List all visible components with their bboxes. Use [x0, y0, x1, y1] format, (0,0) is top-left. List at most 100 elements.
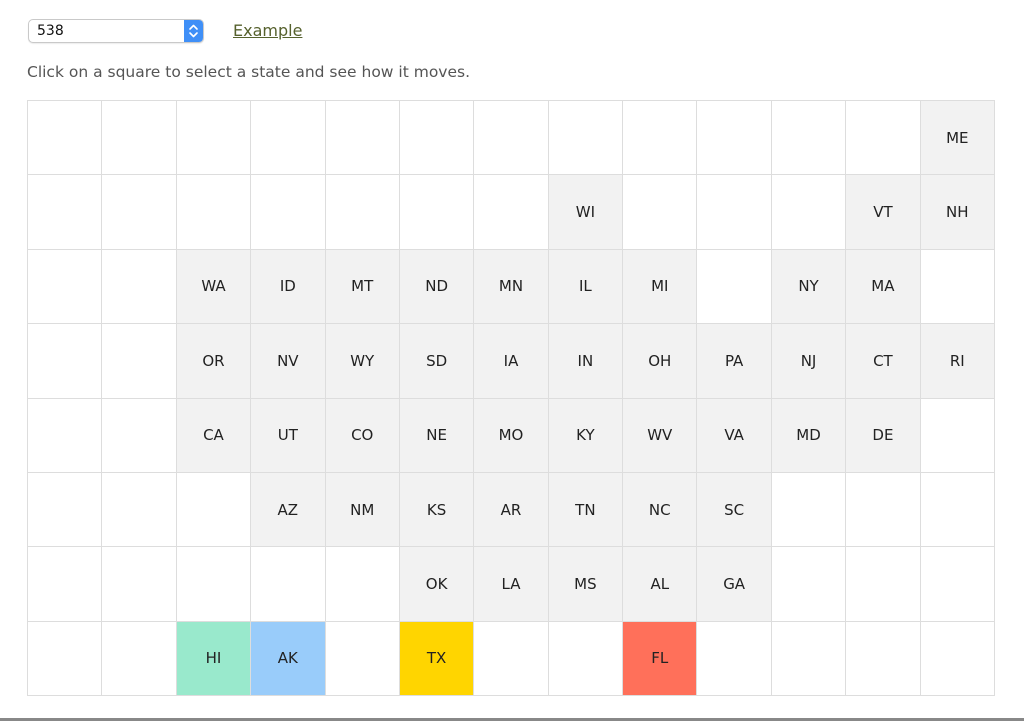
state-tile-co[interactable]: CO	[325, 398, 400, 473]
empty-grid-cell[interactable]	[697, 101, 772, 176]
empty-grid-cell[interactable]	[548, 621, 624, 696]
state-tile-id[interactable]: ID	[251, 249, 326, 325]
state-tile-tx[interactable]: TX	[399, 621, 475, 696]
state-tile-mi[interactable]: MI	[623, 249, 698, 325]
empty-grid-cell[interactable]	[28, 398, 103, 473]
empty-grid-cell[interactable]	[697, 621, 772, 696]
state-tile-ar[interactable]: AR	[474, 472, 549, 548]
empty-grid-cell[interactable]	[920, 472, 995, 548]
state-tile-al[interactable]: AL	[623, 547, 698, 622]
state-tile-va[interactable]: VA	[697, 398, 772, 473]
state-tile-ga[interactable]: GA	[697, 547, 772, 622]
state-tile-il[interactable]: IL	[548, 249, 624, 325]
state-tile-az[interactable]: AZ	[251, 472, 326, 548]
empty-grid-cell[interactable]	[771, 175, 847, 250]
empty-grid-cell[interactable]	[102, 101, 177, 176]
empty-grid-cell[interactable]	[846, 547, 921, 622]
state-tile-ky[interactable]: KY	[548, 398, 624, 473]
empty-grid-cell[interactable]	[251, 175, 326, 250]
empty-grid-cell[interactable]	[474, 101, 549, 176]
empty-grid-cell[interactable]	[28, 324, 103, 399]
empty-grid-cell[interactable]	[325, 175, 400, 250]
empty-grid-cell[interactable]	[548, 101, 624, 176]
empty-grid-cell[interactable]	[325, 621, 400, 696]
empty-grid-cell[interactable]	[920, 398, 995, 473]
state-tile-nv[interactable]: NV	[251, 324, 326, 399]
state-tile-mn[interactable]: MN	[474, 249, 549, 325]
state-tile-tn[interactable]: TN	[548, 472, 624, 548]
empty-grid-cell[interactable]	[102, 472, 177, 548]
empty-grid-cell[interactable]	[102, 324, 177, 399]
example-link[interactable]: Example	[233, 21, 303, 40]
state-tile-wa[interactable]: WA	[176, 249, 252, 325]
empty-grid-cell[interactable]	[102, 175, 177, 250]
empty-grid-cell[interactable]	[920, 249, 995, 325]
empty-grid-cell[interactable]	[102, 249, 177, 325]
empty-grid-cell[interactable]	[325, 101, 400, 176]
state-tile-ia[interactable]: IA	[474, 324, 549, 399]
empty-grid-cell[interactable]	[920, 621, 995, 696]
state-tile-md[interactable]: MD	[771, 398, 847, 473]
state-tile-wi[interactable]: WI	[548, 175, 624, 250]
empty-grid-cell[interactable]	[176, 175, 252, 250]
state-tile-ms[interactable]: MS	[548, 547, 624, 622]
layout-select[interactable]: 538	[28, 19, 204, 43]
empty-grid-cell[interactable]	[474, 621, 549, 696]
empty-grid-cell[interactable]	[28, 249, 103, 325]
state-tile-la[interactable]: LA	[474, 547, 549, 622]
empty-grid-cell[interactable]	[846, 101, 921, 176]
empty-grid-cell[interactable]	[176, 472, 252, 548]
state-tile-ak[interactable]: AK	[251, 621, 326, 696]
state-tile-sd[interactable]: SD	[399, 324, 475, 399]
state-tile-wy[interactable]: WY	[325, 324, 400, 399]
empty-grid-cell[interactable]	[251, 101, 326, 176]
state-tile-or[interactable]: OR	[176, 324, 252, 399]
state-tile-me[interactable]: ME	[920, 101, 995, 176]
state-tile-mt[interactable]: MT	[325, 249, 400, 325]
empty-grid-cell[interactable]	[846, 472, 921, 548]
state-tile-ne[interactable]: NE	[399, 398, 475, 473]
empty-grid-cell[interactable]	[28, 472, 103, 548]
empty-grid-cell[interactable]	[102, 398, 177, 473]
empty-grid-cell[interactable]	[325, 547, 400, 622]
state-tile-sc[interactable]: SC	[697, 472, 772, 548]
state-tile-vt[interactable]: VT	[846, 175, 921, 250]
empty-grid-cell[interactable]	[28, 101, 103, 176]
state-tile-nm[interactable]: NM	[325, 472, 400, 548]
state-tile-fl[interactable]: FL	[623, 621, 698, 696]
empty-grid-cell[interactable]	[771, 621, 847, 696]
state-tile-pa[interactable]: PA	[697, 324, 772, 399]
state-tile-ct[interactable]: CT	[846, 324, 921, 399]
empty-grid-cell[interactable]	[28, 175, 103, 250]
state-tile-nc[interactable]: NC	[623, 472, 698, 548]
empty-grid-cell[interactable]	[623, 101, 698, 176]
empty-grid-cell[interactable]	[399, 101, 475, 176]
empty-grid-cell[interactable]	[399, 175, 475, 250]
empty-grid-cell[interactable]	[771, 547, 847, 622]
empty-grid-cell[interactable]	[846, 621, 921, 696]
empty-grid-cell[interactable]	[176, 547, 252, 622]
empty-grid-cell[interactable]	[623, 175, 698, 250]
state-tile-wv[interactable]: WV	[623, 398, 698, 473]
empty-grid-cell[interactable]	[28, 621, 103, 696]
state-tile-ny[interactable]: NY	[771, 249, 847, 325]
empty-grid-cell[interactable]	[920, 547, 995, 622]
state-tile-ks[interactable]: KS	[399, 472, 475, 548]
state-tile-in[interactable]: IN	[548, 324, 624, 399]
empty-grid-cell[interactable]	[28, 547, 103, 622]
state-tile-nh[interactable]: NH	[920, 175, 995, 250]
state-tile-nd[interactable]: ND	[399, 249, 475, 325]
empty-grid-cell[interactable]	[697, 175, 772, 250]
state-tile-ri[interactable]: RI	[920, 324, 995, 399]
state-tile-ca[interactable]: CA	[176, 398, 252, 473]
empty-grid-cell[interactable]	[474, 175, 549, 250]
state-tile-ma[interactable]: MA	[846, 249, 921, 325]
state-tile-oh[interactable]: OH	[623, 324, 698, 399]
state-tile-nj[interactable]: NJ	[771, 324, 847, 399]
state-tile-hi[interactable]: HI	[176, 621, 252, 696]
empty-grid-cell[interactable]	[102, 621, 177, 696]
state-tile-ok[interactable]: OK	[399, 547, 475, 622]
empty-grid-cell[interactable]	[771, 101, 847, 176]
empty-grid-cell[interactable]	[102, 547, 177, 622]
state-tile-de[interactable]: DE	[846, 398, 921, 473]
